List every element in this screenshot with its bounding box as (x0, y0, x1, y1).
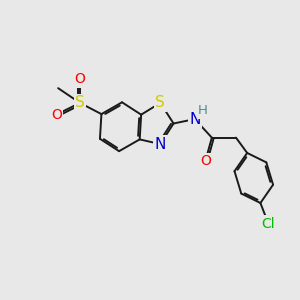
Text: Cl: Cl (262, 217, 275, 231)
Text: O: O (74, 72, 86, 86)
Text: N: N (154, 136, 166, 152)
Text: O: O (200, 154, 211, 168)
Text: H: H (198, 104, 208, 117)
Text: S: S (155, 95, 165, 110)
Text: N: N (189, 112, 200, 127)
Text: O: O (51, 108, 62, 122)
Text: S: S (75, 95, 85, 110)
